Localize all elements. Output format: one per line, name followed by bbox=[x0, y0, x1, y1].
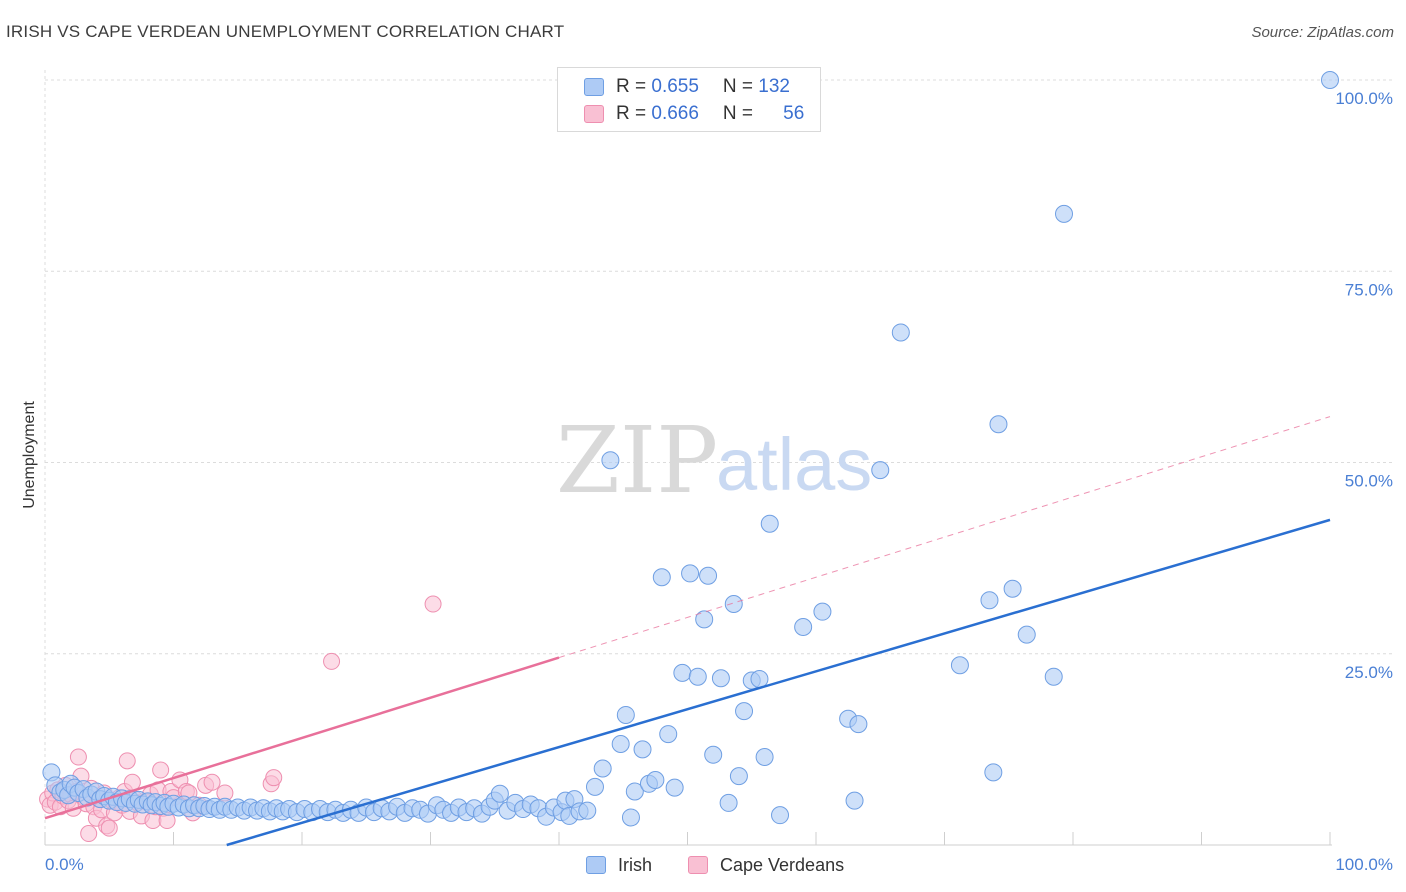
bottom-legend-cape-verdeans: Cape Verdeans bbox=[688, 852, 844, 878]
irish-point bbox=[845, 791, 864, 810]
axis-ticks: 25.0% 50.0% 75.0% 100.0% 0.0% 100.0% bbox=[45, 89, 1393, 874]
gridlines bbox=[44, 70, 1395, 846]
irish-point bbox=[719, 793, 738, 812]
cape-verdeans-point bbox=[265, 769, 283, 787]
bottom-legend-irish: Irish bbox=[586, 852, 652, 878]
irish-point bbox=[695, 610, 714, 629]
irish-point bbox=[735, 702, 754, 721]
watermark: ZIP atlas bbox=[556, 407, 872, 514]
irish-point bbox=[771, 806, 790, 825]
cape-verdeans-point bbox=[152, 761, 170, 779]
irish-point bbox=[665, 778, 684, 797]
legend-r-label: R = bbox=[616, 103, 652, 124]
legend-n-label: N = bbox=[722, 103, 759, 124]
correlation-legend: R = 0.655 N = 132 R = 0.666 N = 56 bbox=[557, 67, 821, 132]
irish-point bbox=[490, 784, 509, 803]
irish-point bbox=[633, 740, 652, 759]
irish-point bbox=[621, 808, 640, 827]
irish-point bbox=[980, 591, 999, 610]
irish-point bbox=[625, 782, 644, 801]
irish-point bbox=[611, 735, 630, 754]
legend-n-value: 56 bbox=[783, 103, 805, 124]
y-axis-label: Unemployment bbox=[21, 401, 38, 509]
irish-point bbox=[699, 566, 718, 585]
legend-r-value: 0.666 bbox=[651, 103, 699, 124]
irish-point bbox=[989, 415, 1008, 434]
irish-point bbox=[950, 656, 969, 675]
legend-row-irish: R = 0.655 N = 132 bbox=[584, 75, 790, 99]
legend-r-value: 0.655 bbox=[651, 76, 699, 97]
legend-r-label: R = bbox=[616, 76, 652, 97]
watermark-zip: ZIP bbox=[556, 407, 718, 514]
irish-point bbox=[724, 595, 743, 614]
irish-point bbox=[813, 602, 832, 621]
legend-n-label: N = bbox=[722, 76, 759, 97]
cape-verdeans-legend-label: Cape Verdeans bbox=[720, 854, 845, 875]
irish-point bbox=[578, 801, 597, 820]
cape-verdeans-point bbox=[424, 595, 442, 613]
irish-point bbox=[1055, 204, 1074, 223]
irish-point bbox=[755, 748, 774, 767]
chart-title: IRISH VS CAPE VERDEAN UNEMPLOYMENT CORRE… bbox=[6, 22, 565, 41]
irish-point bbox=[585, 777, 604, 796]
irish-point bbox=[704, 745, 723, 764]
irish-point bbox=[750, 669, 769, 688]
irish-point bbox=[891, 323, 910, 342]
irish-point bbox=[652, 568, 671, 587]
irish-point bbox=[1017, 625, 1036, 644]
trend-lines bbox=[44, 416, 1331, 847]
irish-point bbox=[760, 514, 779, 533]
x-tick-label: 0.0% bbox=[45, 855, 84, 874]
irish-point bbox=[688, 667, 707, 686]
cape-verdeans-swatch bbox=[584, 105, 604, 123]
irish-point bbox=[601, 451, 620, 470]
x-tick-label: 100.0% bbox=[1335, 855, 1393, 874]
y-tick-label: 75.0% bbox=[1345, 280, 1393, 299]
legend-n-value: 132 bbox=[758, 76, 790, 97]
irish-point bbox=[681, 564, 700, 583]
y-tick-label: 25.0% bbox=[1345, 663, 1393, 682]
watermark-atlas: atlas bbox=[716, 423, 872, 506]
irish-point bbox=[849, 715, 868, 734]
irish-point bbox=[794, 617, 813, 636]
irish-point bbox=[1044, 667, 1063, 686]
cape-verdeans-point bbox=[100, 819, 118, 837]
irish-point bbox=[729, 767, 748, 786]
irish-point bbox=[616, 705, 635, 724]
irish-legend-label: Irish bbox=[618, 854, 653, 875]
irish-swatch bbox=[584, 78, 604, 96]
cape-verdeans-point bbox=[69, 748, 87, 766]
irish-point bbox=[1003, 579, 1022, 598]
irish-point bbox=[871, 461, 890, 480]
cape-verdeans-point bbox=[80, 825, 98, 843]
cape-verdeans-legend-swatch bbox=[688, 856, 708, 874]
cape-verdeans-trend-extension bbox=[558, 416, 1331, 659]
cape-verdeans-trend-line bbox=[44, 656, 560, 820]
y-tick-label: 50.0% bbox=[1345, 472, 1393, 491]
cape-verdeans-point bbox=[118, 752, 136, 770]
irish-point bbox=[984, 763, 1003, 782]
irish-trend-line bbox=[226, 518, 1331, 847]
irish-point bbox=[711, 669, 730, 688]
cape-verdeans-point bbox=[323, 652, 341, 670]
irish-legend-swatch bbox=[586, 856, 606, 874]
irish-point bbox=[673, 663, 692, 682]
irish-point bbox=[646, 770, 665, 789]
y-tick-label: 100.0% bbox=[1335, 89, 1393, 108]
cape-verdeans-point bbox=[203, 773, 221, 791]
irish-point bbox=[659, 725, 678, 744]
source-label: Source: ZipAtlas.com bbox=[1251, 24, 1394, 41]
irish-point bbox=[593, 759, 612, 778]
irish-point bbox=[1321, 71, 1339, 89]
legend-row-cape-verdeans: R = 0.666 N = 56 bbox=[584, 102, 804, 126]
irish-points bbox=[42, 71, 1339, 827]
